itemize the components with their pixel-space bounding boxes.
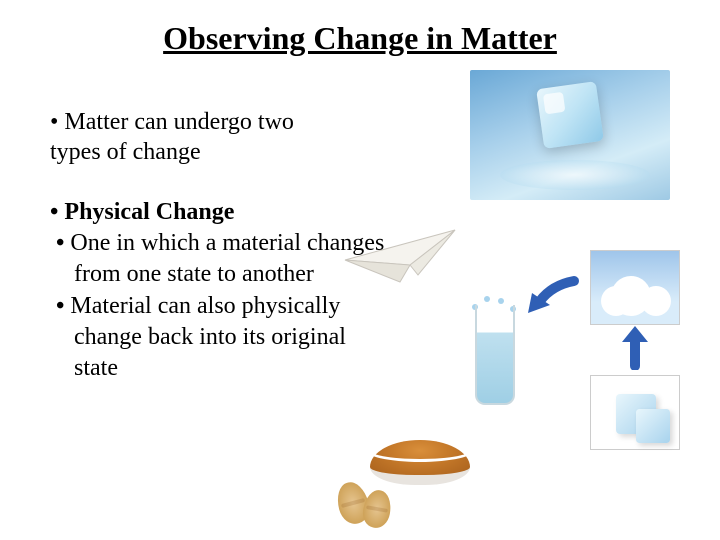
ice-cubes-image bbox=[590, 375, 680, 450]
slide-title: Observing Change in Matter bbox=[50, 20, 670, 57]
arrow-down-left-icon bbox=[522, 275, 582, 319]
cloud-image bbox=[590, 250, 680, 325]
intro-block: Matter can undergo two types of change bbox=[50, 107, 410, 167]
slide: Observing Change in Matter Matter can un… bbox=[0, 0, 720, 540]
bullet-2: Material can also physically change back… bbox=[50, 291, 390, 385]
water-glass-image bbox=[460, 300, 530, 420]
intro-line-2: types of change bbox=[50, 137, 410, 167]
paper-airplane-image bbox=[340, 220, 460, 300]
melting-ice-image bbox=[470, 70, 670, 200]
content-block: Physical Change One in which a material … bbox=[50, 197, 390, 384]
intro-line-1: Matter can undergo two bbox=[50, 107, 410, 137]
peanut-butter-image bbox=[330, 420, 490, 530]
arrow-up-icon bbox=[618, 326, 652, 370]
bullet-1: One in which a material changes from one… bbox=[50, 228, 390, 290]
section-heading: Physical Change bbox=[50, 197, 390, 228]
